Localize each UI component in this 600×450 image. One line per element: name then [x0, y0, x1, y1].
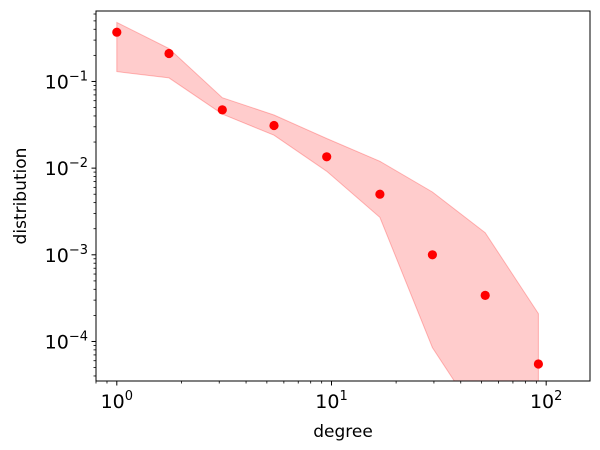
data-point	[164, 48, 174, 59]
data-point	[375, 189, 385, 199]
tick-layer: 100 101 102 10−4 10−3 10−2 10−1	[45, 13, 562, 413]
y-tick-label: 10−1	[45, 69, 88, 93]
data-point	[427, 250, 437, 260]
y-tick-label: 10−4	[45, 329, 88, 353]
y-tick-label: 10−2	[45, 156, 88, 180]
data-point	[480, 290, 490, 300]
y-tick-label: 10−3	[45, 243, 88, 267]
x-tick-label: 101	[315, 389, 347, 413]
data-point	[217, 105, 227, 115]
y-axis-label: distribution	[11, 148, 31, 245]
data-point	[322, 152, 332, 162]
data-point	[269, 120, 279, 131]
data-point-layer	[112, 27, 544, 369]
x-tick-label: 100	[101, 389, 133, 413]
data-point	[112, 27, 122, 37]
x-axis-label: degree	[313, 422, 373, 442]
x-tick-label: 102	[530, 389, 562, 413]
data-point	[533, 359, 544, 369]
plot-frame	[95, 10, 591, 382]
